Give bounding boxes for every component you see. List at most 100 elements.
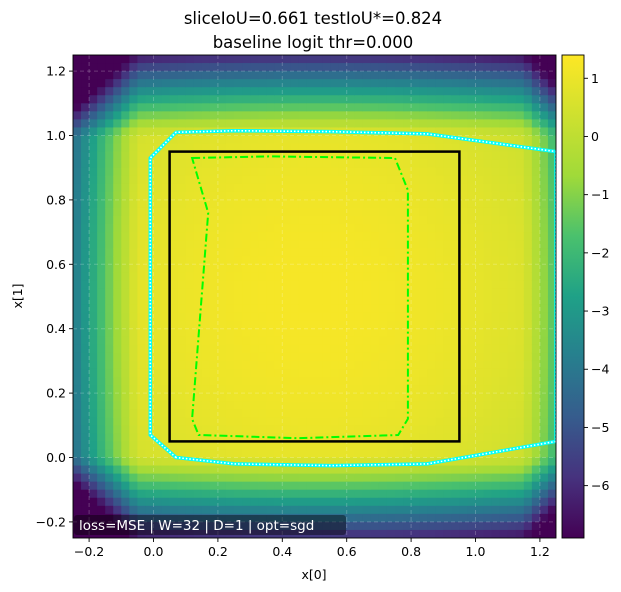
heatmap-cell [258,401,267,410]
heatmap-cell [419,224,428,233]
heatmap-cell [81,159,90,169]
heatmap-cell [161,320,171,330]
heatmap-cell [113,135,122,145]
heatmap-cell [539,385,549,394]
heatmap-cell [209,79,219,88]
heatmap-cell [451,264,460,273]
heatmap-cell [290,449,299,459]
heatmap-cell [467,336,477,346]
heatmap-cell [459,328,469,338]
heatmap-cell [105,79,114,88]
heatmap-cell [330,103,340,112]
heatmap-cell [395,103,404,112]
heatmap-cell [161,143,171,153]
heatmap-cell [378,425,388,434]
heatmap-cell [234,320,243,330]
heatmap-cell [153,513,163,523]
heatmap-cell [443,473,452,483]
heatmap-cell [419,377,428,386]
heatmap-cell [354,304,364,314]
heatmap-cell [314,216,324,225]
heatmap-cell [97,183,106,193]
heatmap-cell [507,151,517,161]
heatmap-cell [451,441,460,451]
heatmap-cell [411,248,420,257]
heatmap-cell [185,344,195,354]
heatmap-cell [217,393,227,402]
heatmap-cell [306,175,316,185]
heatmap-cell [547,433,556,442]
heatmap-cell [306,199,316,209]
heatmap-cell [242,143,251,153]
heatmap-cell [161,360,171,370]
heatmap-cell [531,288,541,298]
heatmap-cell [201,95,211,104]
heatmap-cell [201,328,211,338]
heatmap-cell [362,336,372,346]
heatmap-cell [322,159,332,169]
heatmap-cell [113,312,122,322]
info-box [74,515,346,535]
heatmap-cell [330,441,340,451]
heatmap-cell [121,135,130,145]
heatmap-cell [258,473,267,483]
heatmap-cell [185,55,195,64]
heatmap-cell [177,465,187,475]
heatmap-cell [539,320,549,330]
heatmap-cell [193,489,203,499]
heatmap-cell [153,312,163,322]
heatmap-cell [298,71,308,80]
heatmap-cell [451,425,460,434]
heatmap-cell [322,425,332,434]
heatmap-cell [185,336,195,346]
heatmap-cell [73,248,82,257]
heatmap-cell [73,505,82,515]
heatmap-cell [314,151,324,161]
heatmap-cell [121,175,130,185]
heatmap-cell [242,296,251,306]
heatmap-cell [153,248,163,257]
heatmap-cell [306,344,316,354]
heatmap-cell [314,352,324,362]
heatmap-cell [475,336,485,346]
heatmap-cell [177,304,187,314]
heatmap-cell [97,344,106,354]
heatmap-cell [113,521,122,531]
heatmap-cell [395,368,404,378]
heatmap-cell [129,481,138,491]
heatmap-cell [306,95,316,104]
heatmap-cell [153,417,163,426]
heatmap-cell [427,127,436,137]
heatmap-cell [322,191,332,201]
heatmap-cell [89,111,98,120]
heatmap-cell [515,393,525,402]
heatmap-cell [547,87,556,96]
heatmap-cell [443,183,452,193]
heatmap-cell [499,457,509,467]
heatmap-cell [121,385,130,394]
heatmap-cell [177,288,187,298]
heatmap-cell [531,111,541,120]
heatmap-cell [314,393,324,402]
heatmap-cell [322,55,332,64]
heatmap-cell [81,264,90,273]
heatmap-cell [298,336,308,346]
heatmap-cell [97,71,106,80]
heatmap-cell [274,63,283,72]
heatmap-cell [435,481,444,491]
heatmap-cell [370,368,380,378]
heatmap-cell [274,473,283,483]
heatmap-cell [153,304,163,314]
heatmap-cell [547,360,556,370]
heatmap-cell [362,417,372,426]
heatmap-cell [483,505,493,515]
heatmap-cell [499,385,509,394]
heatmap-cell [258,497,267,507]
heatmap-cell [539,216,549,225]
heatmap-cell [169,207,179,217]
heatmap-cell [105,521,114,531]
heatmap-cell [73,352,82,362]
heatmap-cell [274,513,283,523]
heatmap-cell [443,240,452,249]
heatmap-cell [523,256,533,265]
